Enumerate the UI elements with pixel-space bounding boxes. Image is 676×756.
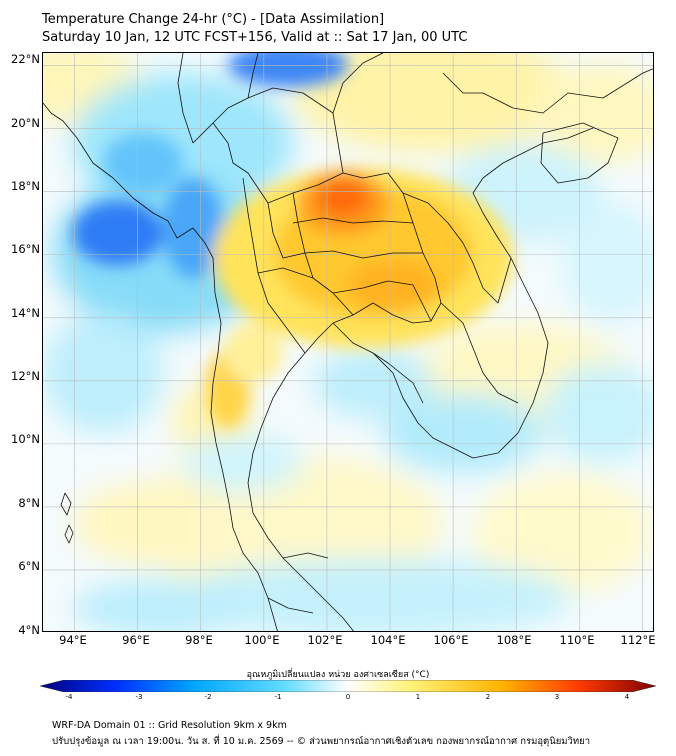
- lon-label-102e: 102°E: [307, 633, 343, 647]
- lat-label-12n: 12°N: [11, 369, 40, 383]
- lon-label-110e: 110°E: [559, 633, 595, 647]
- lat-label-6n: 6°N: [18, 559, 40, 573]
- temperature-field: [43, 53, 653, 631]
- footer-model-info: WRF-DA Domain 01 :: Grid Resolution 9km …: [52, 720, 287, 731]
- lat-label-8n: 8°N: [18, 496, 40, 510]
- lon-label-96e: 96°E: [122, 633, 150, 647]
- colorbar-tick-4: 4: [624, 693, 630, 701]
- colorbar-tick-1: 1: [415, 693, 421, 701]
- title-line-1: Temperature Change 24-hr (°C) - [Data As…: [42, 12, 385, 27]
- footer-credit: ปรับปรุงข้อมูล ณ เวลา 19:00น. วัน ส. ที่…: [52, 736, 591, 747]
- lon-label-106e: 106°E: [433, 633, 469, 647]
- colorbar-label: อุณหภูมิเปลี่ยนแปลง หน่วย องศาเซลเซียส (…: [246, 670, 430, 680]
- map-gridlines: [43, 53, 653, 631]
- lon-label-104e: 104°E: [370, 633, 406, 647]
- lat-label-16n: 16°N: [11, 242, 40, 256]
- lat-label-14n: 14°N: [11, 306, 40, 320]
- colorbar-tick-0: 0: [345, 693, 351, 701]
- colorbar-tick-minus3: -3: [135, 693, 143, 701]
- lon-label-94e: 94°E: [59, 633, 87, 647]
- title-line-2: Saturday 10 Jan, 12 UTC FCST+156, Valid …: [42, 30, 468, 45]
- lon-label-100e: 100°E: [244, 633, 280, 647]
- colorbar-tick-minus1: -1: [274, 693, 282, 701]
- lat-label-20n: 20°N: [11, 116, 40, 130]
- colorbar: [40, 680, 656, 692]
- lon-label-98e: 98°E: [185, 633, 213, 647]
- lon-label-108e: 108°E: [496, 633, 532, 647]
- colorbar-tick-2: 2: [485, 693, 491, 701]
- colorbar-tick-3: 3: [554, 693, 560, 701]
- lat-label-4n: 4°N: [18, 623, 40, 637]
- coastlines-and-borders: [43, 53, 653, 631]
- map-panel[interactable]: [42, 52, 654, 632]
- colorbar-tick-minus4: -4: [65, 693, 73, 701]
- lat-label-10n: 10°N: [11, 432, 40, 446]
- temperature-change-map: [43, 53, 653, 631]
- lon-label-112e: 112°E: [620, 633, 656, 647]
- lat-label-18n: 18°N: [11, 179, 40, 193]
- lat-label-22n: 22°N: [11, 52, 40, 66]
- colorbar-tick-minus2: -2: [204, 693, 212, 701]
